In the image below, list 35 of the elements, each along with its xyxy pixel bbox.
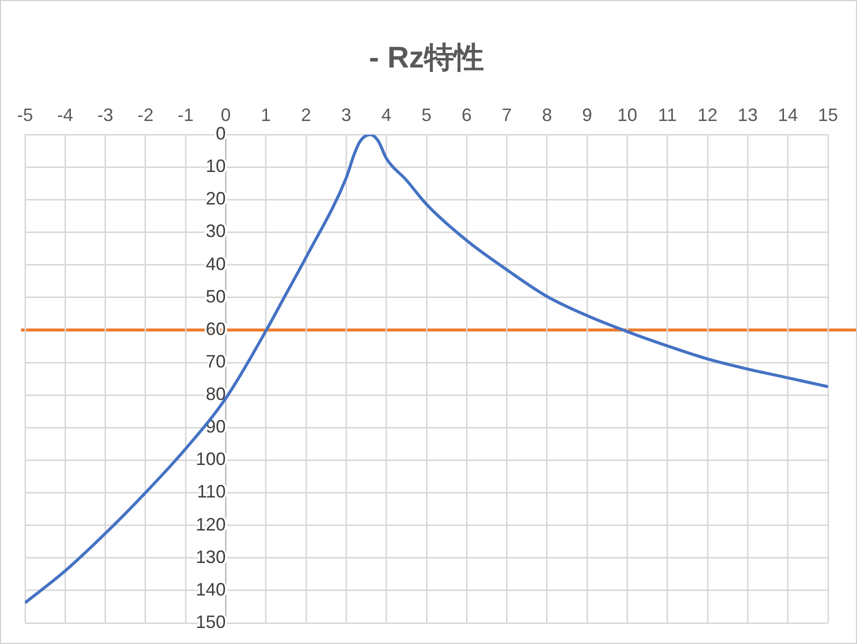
y-tick-label: 130 — [196, 546, 226, 567]
x-tick-label: 1 — [260, 104, 271, 125]
y-tick-label: 150 — [196, 612, 226, 632]
y-tick-label: 110 — [197, 482, 226, 502]
x-tick-label: 2 — [301, 104, 312, 125]
y-tick-label: 100 — [196, 449, 226, 470]
x-tick-label: -5 — [16, 104, 34, 125]
y-tick-label: 80 — [206, 384, 226, 404]
y-tick-label: 20 — [206, 188, 226, 209]
x-tick-label: 7 — [502, 104, 512, 125]
y-tick-label: 140 — [196, 579, 226, 600]
x-tick-label: 12 — [698, 104, 718, 125]
x-tick-label: -1 — [178, 104, 194, 125]
x-tick-label: 10 — [617, 104, 638, 125]
x-tick-label: 11 — [658, 104, 677, 125]
x-tick-label: 3 — [341, 104, 352, 125]
x-tick-label: 5 — [421, 104, 432, 125]
y-tick-label: 50 — [206, 286, 226, 306]
y-tick-label: 0 — [216, 124, 226, 144]
x-tick-label: 14 — [778, 104, 798, 125]
x-tick-label: -3 — [97, 104, 114, 125]
y-tick-label: 30 — [206, 221, 226, 242]
x-tick-label: -2 — [137, 104, 154, 125]
x-tick-label: -4 — [57, 104, 74, 125]
y-tick-label: 10 — [206, 156, 226, 176]
y-tick-label: 120 — [196, 514, 226, 534]
y-tick-label: 40 — [206, 254, 226, 274]
y-tick-label: 70 — [206, 351, 226, 372]
x-tick-label: 6 — [462, 104, 472, 125]
chart-title: - Rz特性 — [369, 41, 484, 74]
x-tick-label: 13 — [738, 104, 758, 125]
x-tick-label: 4 — [381, 104, 392, 125]
x-tick-label: 9 — [582, 104, 592, 125]
x-tick-label: 8 — [542, 104, 552, 125]
x-tick-label: 15 — [818, 104, 838, 125]
